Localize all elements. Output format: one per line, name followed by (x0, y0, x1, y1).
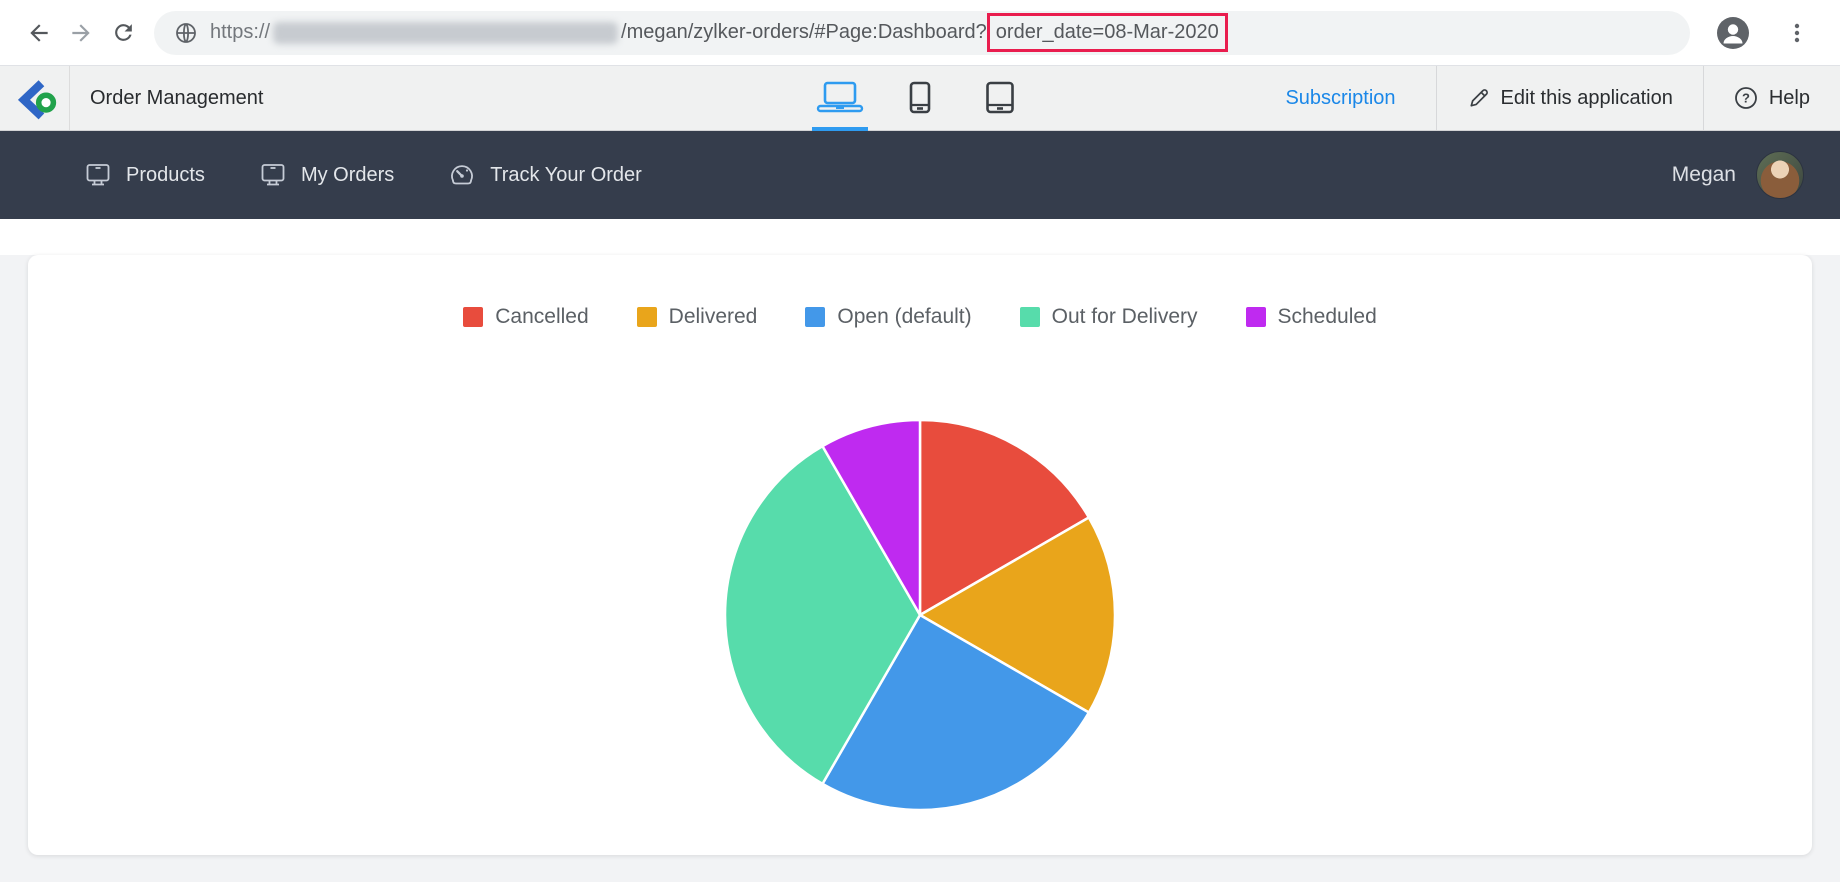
legend-item-delivered[interactable]: Delivered (636, 305, 758, 329)
legend-swatch (1245, 307, 1266, 327)
site-navbar: Products My Orders Track Your Order Mega… (0, 131, 1840, 219)
legend-item-cancelled[interactable]: Cancelled (463, 305, 589, 329)
url-query-highlight-box: order_date=08-Mar-2020 (986, 13, 1228, 52)
kebab-menu-icon[interactable] (1776, 12, 1818, 54)
laptop-icon (816, 81, 864, 113)
question-circle-icon: ? (1734, 87, 1757, 109)
dashboard-content: Cancelled Delivered Open (default) Out for … (0, 255, 1840, 882)
user-menu[interactable]: Megan (1672, 151, 1804, 199)
legend-label: Scheduled (1277, 305, 1377, 328)
pie-chart[interactable] (722, 417, 1118, 813)
device-toggles (800, 66, 1040, 130)
zoho-creator-logo[interactable] (0, 66, 70, 130)
page-title: Order Management (90, 86, 264, 109)
browser-toolbar: https:// /megan/zylker-orders/#Page:Dash… (0, 0, 1840, 66)
pencil-icon (1469, 88, 1488, 107)
desktop-view-toggle[interactable] (800, 66, 880, 130)
url-scheme: https:// (210, 21, 271, 43)
nav-item-products[interactable]: Products (84, 161, 205, 189)
chart-legend: Cancelled Delivered Open (default) Out for … (28, 255, 1812, 329)
pie-slice-out-for-delivery[interactable] (723, 444, 922, 786)
legend-label: Out for Delivery (1051, 305, 1198, 328)
url-blurred-domain (273, 21, 619, 44)
subscription-link[interactable]: Subscription (1285, 86, 1396, 109)
legend-item-open-default[interactable]: Open (default) (805, 305, 972, 329)
legend-swatch (636, 307, 657, 327)
app-header: Order Management Subscrip (0, 66, 1840, 131)
user-name: Megan (1671, 163, 1736, 186)
back-arrow-icon[interactable] (18, 12, 60, 54)
legend-swatch (463, 307, 484, 327)
legend-swatch (1019, 307, 1040, 327)
help-button[interactable]: ? Help (1702, 66, 1840, 130)
monitor-icon (86, 164, 110, 186)
legend-item-scheduled[interactable]: Scheduled (1245, 305, 1377, 329)
address-bar[interactable]: https:// /megan/zylker-orders/#Page:Dash… (154, 10, 1690, 55)
pie-slice-open-default[interactable] (821, 613, 1091, 812)
gauge-icon (451, 165, 474, 185)
pie-slice-scheduled[interactable] (821, 418, 922, 617)
forward-arrow-icon[interactable] (60, 12, 102, 54)
legend-label: Cancelled (495, 305, 589, 328)
user-avatar[interactable] (1756, 151, 1804, 199)
edit-application-button[interactable]: Edit this application (1435, 66, 1703, 130)
phone-icon (909, 81, 931, 114)
phone-view-toggle[interactable] (880, 66, 960, 130)
nav-item-my-orders[interactable]: My Orders (259, 161, 394, 189)
svg-text:?: ? (1742, 91, 1750, 106)
pie-chart-card: Cancelled Delivered Open (default) Out for … (28, 255, 1812, 855)
browser-profile-icon[interactable] (1712, 12, 1754, 54)
nav-item-track-your-order[interactable]: Track Your Order (448, 161, 642, 189)
legend-label: Delivered (668, 305, 758, 328)
url-query: order_date=08-Mar-2020 (995, 21, 1219, 43)
url-path: /megan/zylker-orders/#Page:Dashboard? (621, 21, 987, 43)
legend-swatch (805, 307, 826, 327)
tablet-icon (986, 81, 1014, 114)
reload-icon[interactable] (102, 12, 144, 54)
tablet-view-toggle[interactable] (960, 66, 1040, 130)
pie-slice-delivered[interactable] (918, 516, 1117, 714)
pie-slice-cancelled[interactable] (918, 418, 1091, 617)
pie-chart-area (28, 417, 1812, 813)
legend-label: Open (default) (837, 305, 972, 328)
legend-item-out-for-delivery[interactable]: Out for Delivery (1019, 305, 1198, 329)
monitor-icon (261, 164, 285, 186)
globe-icon (170, 17, 202, 49)
